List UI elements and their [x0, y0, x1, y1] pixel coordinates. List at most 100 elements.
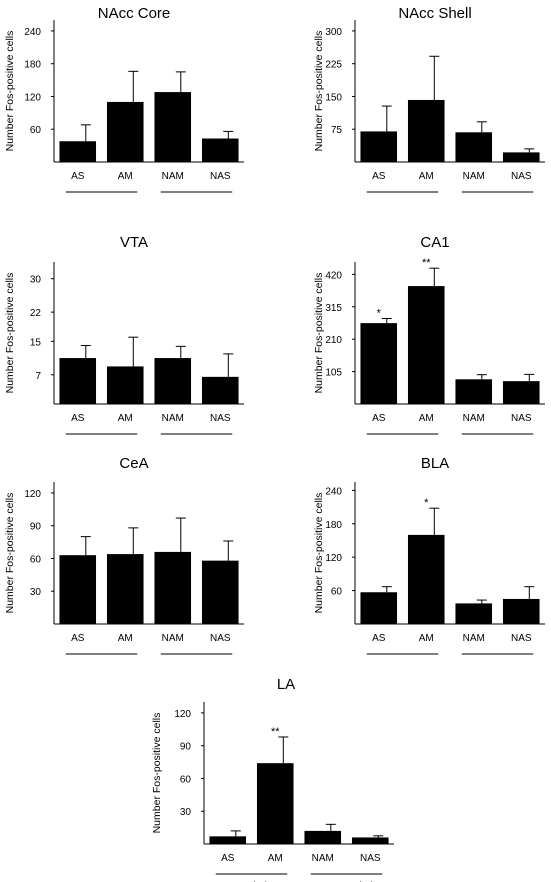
bla-category-label-nas: NAS — [511, 633, 532, 644]
la-y-tick-label: 30 — [180, 807, 192, 818]
nacc-shell-category-label-nas: NAS — [511, 171, 532, 182]
nacc-core-title: NAcc Core — [98, 5, 171, 22]
la-category-label-nas: NAS — [360, 853, 381, 864]
la-y-tick-label: 90 — [180, 742, 192, 753]
nacc-core-category-label-nam: NAM — [162, 171, 184, 182]
nacc-shell-y-axis-label: Number Fos-positive cells — [313, 31, 325, 152]
bla-bar-am — [407, 534, 445, 624]
ca1-y-axis-label: Number Fos-positive cells — [313, 273, 325, 394]
cea-category-label-nas: NAS — [210, 633, 231, 644]
nacc-core-y-tick-label: 120 — [24, 92, 41, 103]
nacc-shell-y-tick-label: 225 — [325, 60, 342, 71]
la-title: LA — [277, 676, 295, 693]
la-significance-marker: ** — [271, 726, 280, 738]
bla-title: BLA — [421, 455, 449, 472]
nacc-core-y-tick-label: 180 — [24, 60, 41, 71]
ca1-y-tick-label: 315 — [325, 303, 342, 314]
nacc-core-bar-as — [59, 141, 97, 162]
nacc-core-y-tick-label: 60 — [30, 125, 42, 136]
cea-bar-nas — [201, 560, 239, 624]
nacc-core-category-label-am: AM — [118, 171, 133, 182]
nacc-shell-title: NAcc Shell — [398, 5, 471, 22]
nacc-core-y-tick-label: 240 — [24, 27, 41, 38]
ca1-category-label-nas: NAS — [511, 413, 532, 424]
la-category-label-nam: NAM — [312, 853, 334, 864]
la-y-tick-label: 120 — [174, 709, 191, 720]
nacc-shell-bar-nam — [455, 132, 493, 162]
bla-category-label-nam: NAM — [463, 633, 485, 644]
cea-category-label-am: AM — [118, 633, 133, 644]
cea-y-tick-label: 60 — [30, 554, 42, 565]
group-label-non-associative: Non-associative — [309, 880, 384, 882]
vta-y-tick-label: 22 — [30, 308, 42, 319]
nacc-core-bar-am — [106, 101, 144, 162]
ca1-bar-nam — [455, 379, 493, 404]
cea-title: CeA — [119, 455, 148, 472]
vta-category-label-as: AS — [71, 413, 85, 424]
bla-y-tick-label: 120 — [325, 553, 342, 564]
vta-y-tick-label: 7 — [35, 371, 41, 382]
group-label-associative: Associative — [225, 880, 278, 882]
nacc-shell-y-tick-label: 300 — [325, 27, 342, 38]
bla-category-label-as: AS — [372, 633, 386, 644]
la-bar-nas — [351, 837, 389, 844]
cea-y-tick-label: 30 — [30, 587, 42, 598]
bla-significance-marker: * — [424, 497, 429, 509]
vta-y-tick-label: 30 — [30, 275, 42, 286]
nacc-core-y-axis-label: Number Fos-positive cells — [4, 31, 16, 152]
ca1-y-tick-label: 420 — [325, 270, 342, 281]
bla-category-label-am: AM — [419, 633, 434, 644]
ca1-bar-nas — [502, 381, 540, 404]
bla-bar-nam — [455, 603, 493, 624]
nacc-shell-category-label-as: AS — [372, 171, 386, 182]
nacc-core-bar-nam — [154, 92, 192, 162]
ca1-category-label-as: AS — [372, 413, 386, 424]
vta-category-label-nam: NAM — [162, 413, 184, 424]
cea-y-tick-label: 120 — [24, 489, 41, 500]
bla-bar-as — [360, 592, 398, 624]
la-panel: LA Number Fos-positive cells 30 60 90 120 AS **… — [151, 676, 394, 882]
nacc-shell-category-label-nam: NAM — [463, 171, 485, 182]
vta-y-axis-label: Number Fos-positive cells — [4, 273, 16, 394]
cea-bar-nam — [154, 551, 192, 624]
ca1-significance-marker: * — [377, 307, 382, 319]
nacc-shell-y-tick-label: 75 — [331, 125, 343, 136]
ca1-bar-am — [407, 286, 445, 404]
cea-y-tick-label: 90 — [30, 522, 42, 533]
nacc-shell-bar-nas — [502, 152, 540, 162]
nacc-core-panel: NAcc Core Number Fos-positive cells 60 120 1… — [4, 5, 244, 193]
vta-title: VTA — [120, 234, 148, 251]
la-y-tick-label: 60 — [180, 774, 192, 785]
ca1-category-label-am: AM — [419, 413, 434, 424]
cea-y-axis-label: Number Fos-positive cells — [4, 493, 16, 614]
nacc-core-category-label-as: AS — [71, 171, 85, 182]
vta-bar-as — [59, 358, 97, 404]
cea-bar-as — [59, 555, 97, 624]
vta-bar-am — [106, 366, 144, 404]
bla-panel: BLA Number Fos-positive cells 60 120 180 240 A… — [313, 455, 545, 655]
bla-y-tick-label: 60 — [331, 587, 343, 598]
la-bar-am — [256, 763, 294, 844]
cea-category-label-as: AS — [71, 633, 85, 644]
cea-bar-am — [106, 554, 144, 624]
bla-y-axis-label: Number Fos-positive cells — [313, 493, 325, 614]
vta-bar-nas — [201, 376, 239, 404]
nacc-shell-bar-as — [360, 131, 398, 162]
vta-y-tick-label: 15 — [30, 337, 42, 348]
nacc-shell-y-tick-label: 150 — [325, 92, 342, 103]
la-bar-nam — [304, 830, 342, 844]
la-bar-as — [209, 836, 247, 844]
nacc-core-bar-nas — [201, 138, 239, 162]
bla-y-tick-label: 240 — [325, 486, 342, 497]
la-category-label-as: AS — [221, 853, 235, 864]
ca1-category-label-nam: NAM — [463, 413, 485, 424]
ca1-panel: CA1 Number Fos-positive cells 105 210 315 420… — [313, 234, 545, 435]
ca1-y-tick-label: 105 — [325, 368, 342, 379]
ca1-bar-as — [360, 323, 398, 404]
ca1-significance-marker: ** — [422, 257, 431, 269]
la-category-label-am: AM — [268, 853, 283, 864]
bla-bar-nas — [502, 598, 540, 624]
vta-bar-nam — [154, 358, 192, 404]
nacc-shell-bar-am — [407, 99, 445, 162]
